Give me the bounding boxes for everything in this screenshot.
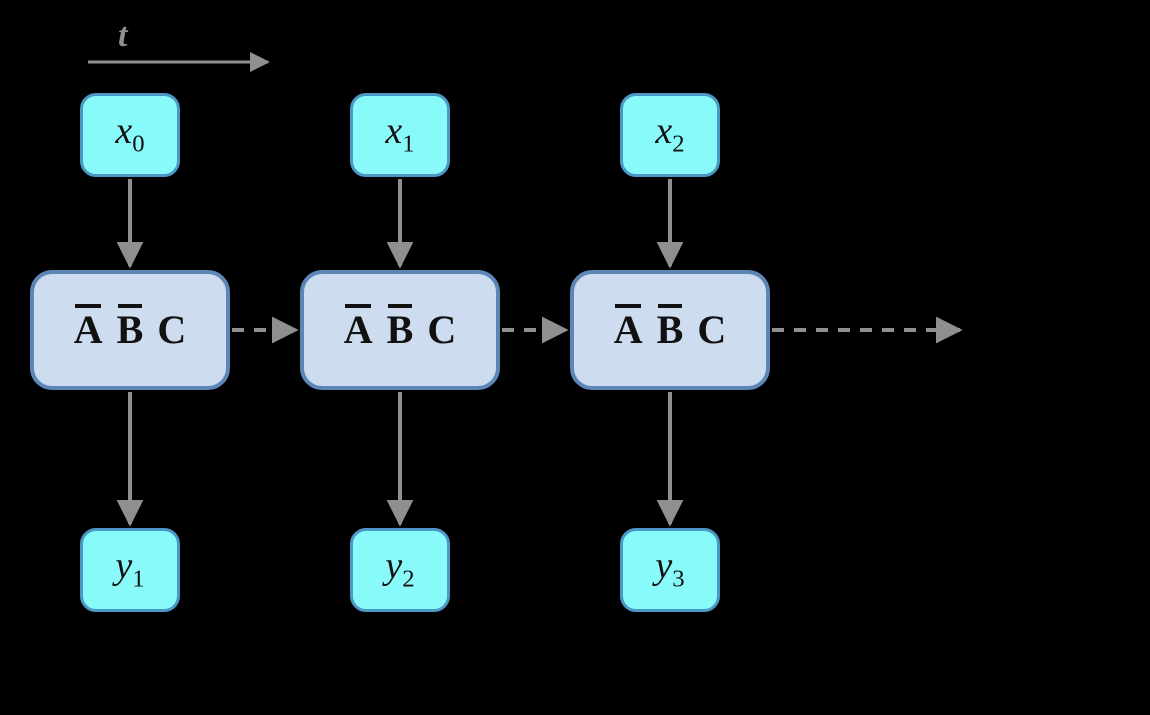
state-node-1: A B C bbox=[300, 270, 500, 390]
output-label-y2: y2 bbox=[385, 547, 414, 592]
state-label-0: A B C bbox=[74, 310, 186, 350]
state-node-2: A B C bbox=[570, 270, 770, 390]
output-label-y1: y1 bbox=[115, 547, 144, 592]
input-node-x0: x0 bbox=[80, 93, 180, 177]
diagram-stage: t x0 x1 x2 A B C A B C A B C bbox=[0, 0, 1150, 715]
input-node-x1: x1 bbox=[350, 93, 450, 177]
time-axis-label: t bbox=[118, 17, 127, 55]
input-label-x2: x2 bbox=[655, 112, 684, 157]
state-node-0: A B C bbox=[30, 270, 230, 390]
state-label-1: A B C bbox=[344, 310, 456, 350]
input-label-x1: x1 bbox=[385, 112, 414, 157]
state-label-2: A B C bbox=[614, 310, 726, 350]
input-label-x0: x0 bbox=[115, 112, 144, 157]
output-node-y1: y1 bbox=[80, 528, 180, 612]
input-node-x2: x2 bbox=[620, 93, 720, 177]
output-node-y2: y2 bbox=[350, 528, 450, 612]
output-label-y3: y3 bbox=[655, 547, 684, 592]
output-node-y3: y3 bbox=[620, 528, 720, 612]
